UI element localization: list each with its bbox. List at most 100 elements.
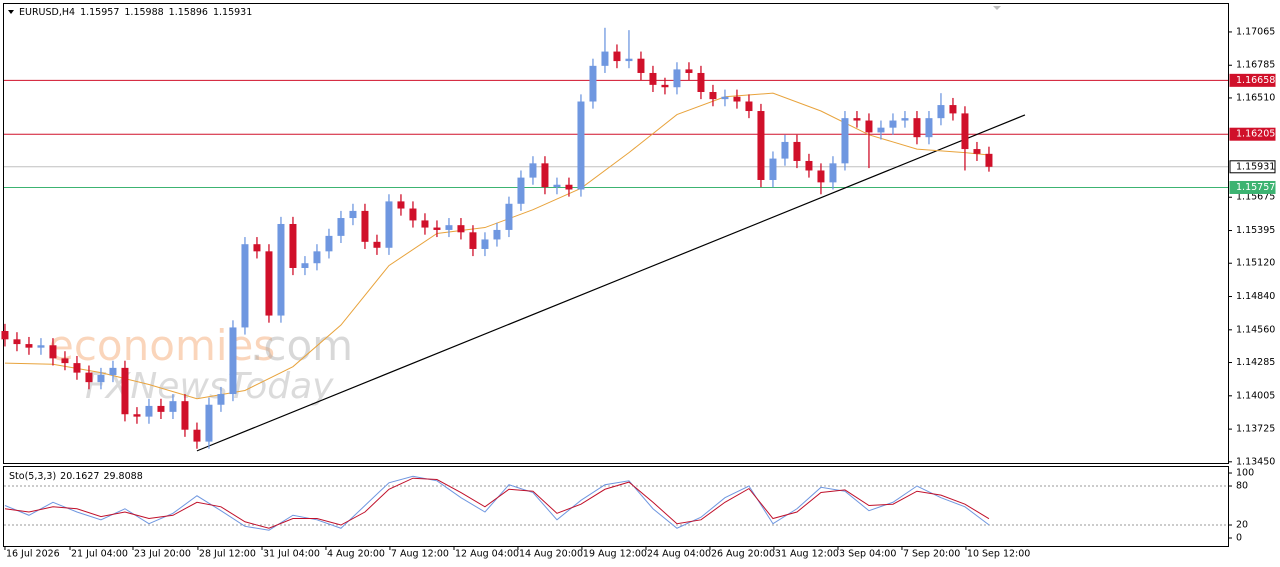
level-label: 1.15931 (1236, 161, 1275, 172)
candle-body (217, 394, 225, 405)
candle-body (985, 153, 993, 167)
x-tick-label: 12 Aug 04:00 (455, 549, 519, 560)
candle-body (949, 105, 957, 114)
y-tick-label: 1.13450 (1236, 456, 1275, 467)
header-text: 1.15957 (80, 7, 119, 18)
y-tick-label: 1.17065 (1236, 26, 1275, 37)
y-tick-label: 1.16510 (1236, 92, 1275, 103)
candle-body (841, 118, 849, 164)
candle-body (13, 339, 21, 345)
candle-body (73, 363, 81, 373)
candle-body (181, 401, 189, 430)
candle-body (481, 239, 489, 249)
candle-body (85, 372, 93, 383)
y-tick-label: 1.13725 (1236, 424, 1275, 435)
y-tick-label: 0 (1236, 533, 1242, 544)
y-tick-label: 1.14840 (1236, 291, 1275, 302)
candle-body (973, 149, 981, 154)
scroll-marker (993, 6, 1001, 10)
candle-body (301, 263, 309, 268)
header-text: EURUSD,H4 (19, 7, 75, 18)
y-tick-label: 1.16785 (1236, 60, 1275, 71)
candle-body (373, 241, 381, 248)
candle-body (745, 101, 753, 112)
y-tick-label: 1.15675 (1236, 192, 1275, 203)
candle-body (385, 201, 393, 248)
candle-body (601, 51, 609, 66)
menu-arrow[interactable] (8, 10, 14, 14)
level-label: 1.15757 (1236, 182, 1275, 193)
indicator-value: 29.8088 (103, 471, 142, 482)
candle-body (673, 69, 681, 88)
candle-body (685, 69, 693, 73)
candle-body (553, 184, 561, 188)
candle-body (1, 331, 9, 340)
candle-body (577, 101, 585, 190)
y-tick-label: 1.14005 (1236, 390, 1275, 401)
x-tick-label: 7 Aug 12:00 (391, 549, 449, 560)
candle-body (205, 404, 213, 442)
candle-body (97, 375, 105, 383)
candle-body (805, 160, 813, 171)
candle-body (853, 118, 861, 121)
candle-body (733, 96, 741, 102)
candle-body (901, 118, 909, 121)
x-tick-label: 10 Sep 12:00 (967, 549, 1030, 560)
y-tick-label: 20 (1236, 520, 1248, 531)
candle-body (325, 235, 333, 252)
indicator-value: 20.1627 (60, 471, 99, 482)
watermark: economies (48, 321, 275, 370)
candle-body (157, 405, 165, 412)
header-text: 1.15931 (213, 7, 252, 18)
indicator-header: Sto(5,3,3) 20.1627 29.8088 (9, 471, 143, 482)
candle-body (433, 227, 441, 230)
x-tick-label: 4 Aug 20:00 (327, 549, 385, 560)
candle-body (145, 405, 153, 417)
y-tick-label: 100 (1236, 468, 1254, 479)
candle-body (265, 251, 273, 316)
candle-body (313, 251, 321, 264)
candle-body (229, 327, 237, 395)
candle-body (109, 367, 117, 376)
x-tick-label: 23 Jul 20:00 (134, 549, 191, 560)
candle-body (565, 184, 573, 190)
candle-body (661, 84, 669, 88)
x-tick-label: 24 Aug 04:00 (647, 549, 711, 560)
candle-body (913, 118, 921, 138)
candle-body (625, 58, 633, 62)
candle-body (877, 127, 885, 133)
y-tick-label: 1.15120 (1236, 258, 1275, 269)
y-tick-label: 1.14560 (1236, 324, 1275, 335)
stochastic-line (4, 477, 990, 529)
candle-body (793, 141, 801, 161)
candle-body (637, 58, 645, 73)
candle-body (541, 163, 549, 188)
level-label-box (1229, 127, 1276, 141)
candle-body (829, 163, 837, 183)
candle-body (457, 225, 465, 233)
candle-body (817, 170, 825, 183)
level-label: 1.16658 (1236, 75, 1275, 86)
header-text: 1.15988 (124, 7, 163, 18)
candle-body (241, 244, 249, 328)
x-tick-label: 26 Aug 20:00 (711, 549, 775, 560)
candle-body (421, 220, 429, 228)
candle-body (469, 232, 477, 249)
candle-body (289, 223, 297, 268)
stoch-panel (3, 466, 1229, 547)
candle-body (169, 401, 177, 412)
candle-body (133, 414, 141, 417)
x-tick-label: 28 Jul 12:00 (199, 549, 256, 560)
candle-body (361, 210, 369, 242)
x-tick-label: 14 Aug 20:00 (519, 549, 583, 560)
candle-body (589, 65, 597, 102)
x-tick-label: 3 Sep 04:00 (839, 549, 896, 560)
candle-body (397, 201, 405, 209)
x-tick-label: 16 Jul 2026 (6, 549, 60, 560)
candle-body (49, 345, 57, 359)
candle-body (349, 210, 357, 219)
candle-body (61, 358, 69, 364)
candle-body (721, 96, 729, 100)
candle-body (193, 429, 201, 442)
